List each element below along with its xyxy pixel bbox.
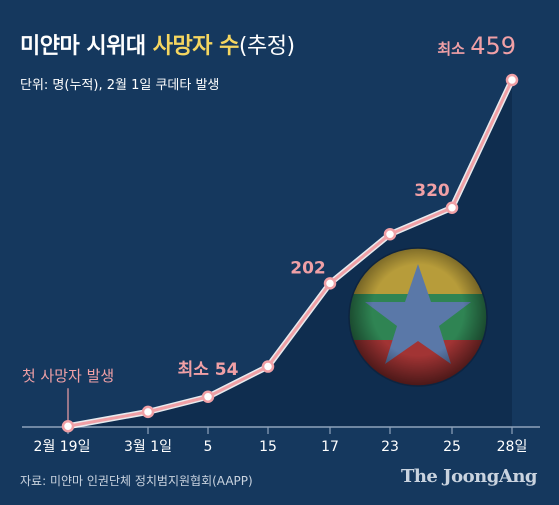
data-label: 320 bbox=[414, 181, 450, 201]
data-point bbox=[505, 73, 519, 87]
data-point bbox=[445, 201, 459, 215]
data-label: 최소 54 bbox=[178, 360, 239, 380]
data-label: 첫 사망자 발생 bbox=[22, 367, 114, 385]
data-label-prefix: 최소 bbox=[437, 40, 470, 58]
data-labels: 첫 사망자 발생 최소 54 202 320 최소 459 bbox=[22, 32, 516, 421]
series-points bbox=[61, 73, 519, 433]
data-point bbox=[383, 227, 397, 241]
data-label: 202 bbox=[290, 258, 326, 278]
data-label-value: 459 bbox=[470, 32, 516, 60]
x-tick-label: 25 bbox=[443, 439, 461, 455]
data-point bbox=[323, 277, 337, 290]
x-tick-label: 3월 1일 bbox=[124, 439, 172, 455]
title-plain: 미얀마 시위대 bbox=[20, 34, 153, 59]
x-tick-label: 28일 bbox=[497, 439, 528, 455]
title-highlight: 사망자 수 bbox=[152, 34, 240, 59]
series-line bbox=[65, 77, 515, 430]
title-suffix: (추정) bbox=[238, 34, 295, 59]
data-point bbox=[261, 360, 275, 373]
x-tick-label: 2월 19일 bbox=[34, 439, 91, 455]
data-point bbox=[141, 405, 155, 419]
x-tick-label: 15 bbox=[259, 439, 277, 455]
x-tick-label: 17 bbox=[321, 439, 339, 455]
brand-logo: The JoongAng bbox=[400, 466, 538, 487]
chart-subtitle: 단위: 명(누적), 2월 1일 쿠데타 발생 bbox=[20, 78, 220, 93]
x-tick-label: 5 bbox=[204, 439, 213, 455]
myanmar-flag-globe-icon bbox=[348, 247, 488, 387]
source-note: 자료: 미얀마 인권단체 정치범지원협회(AAPP) bbox=[20, 474, 253, 488]
x-tick-label: 23 bbox=[381, 439, 399, 455]
x-axis-ticks: 2월 19일 3월 1일 5 15 17 23 25 28일 bbox=[34, 427, 528, 455]
chart-title: 미얀마 시위대 사망자 수(추정) bbox=[20, 28, 295, 60]
data-label: 최소 459 bbox=[437, 32, 516, 60]
series-line-path bbox=[66, 78, 514, 428]
data-point bbox=[61, 419, 75, 433]
data-point bbox=[201, 390, 215, 404]
